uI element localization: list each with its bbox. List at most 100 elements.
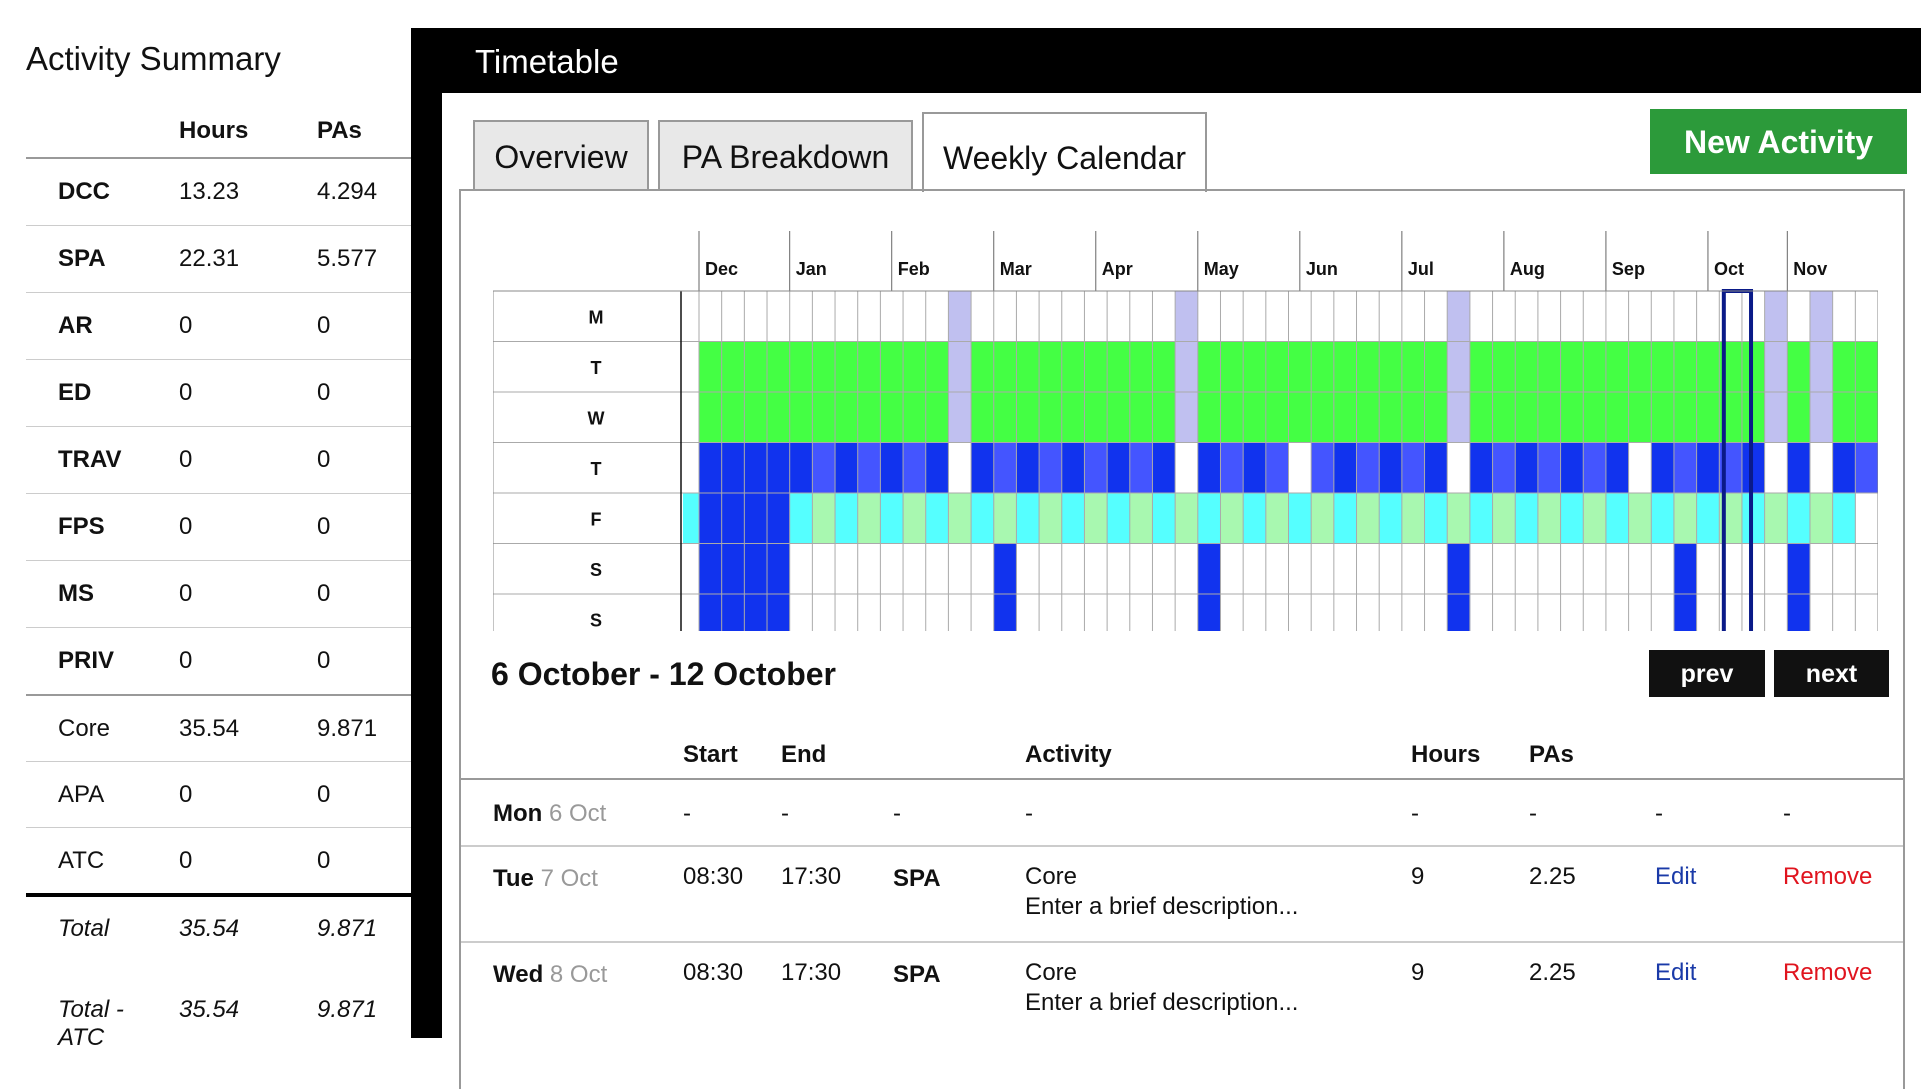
calendar-day-cell xyxy=(1220,341,1244,392)
summary-row: MS 0 0 xyxy=(26,560,414,628)
calendar-day-cell xyxy=(1515,493,1539,544)
calendar-day-cell xyxy=(993,493,1017,544)
calendar-day-cell xyxy=(1265,392,1289,443)
calendar-day-cell xyxy=(1265,442,1289,493)
calendar-day-cell xyxy=(1469,442,1493,493)
calendar-day-cell xyxy=(1401,341,1425,392)
start-column-header: Start xyxy=(683,741,738,768)
basic-code: Core xyxy=(26,694,178,762)
calendar-day-cell xyxy=(1197,392,1221,443)
edit-event-link[interactable]: Edit xyxy=(1655,959,1697,986)
calendar-day-cell xyxy=(993,543,1017,594)
prev-week-button[interactable]: prev xyxy=(1649,650,1765,697)
calendar-day-cell xyxy=(744,594,768,631)
event-end: - xyxy=(781,800,789,827)
day-row-label: T xyxy=(591,358,602,378)
calendar-day-cell xyxy=(1424,493,1448,544)
calendar-day-cell xyxy=(1197,543,1221,594)
calendar-day-cell xyxy=(1764,392,1788,443)
calendar-day-cell xyxy=(699,543,722,594)
calendar-day-cell xyxy=(1469,392,1493,443)
event-start: - xyxy=(683,800,691,827)
calendar-day-cell xyxy=(721,543,745,594)
calendar-day-cell xyxy=(925,442,949,493)
calendar-day-cell xyxy=(925,341,949,392)
calendar-day-cell xyxy=(744,341,768,392)
total-pas: 9.871 xyxy=(317,996,378,1023)
activity-pas: 0 xyxy=(316,359,414,427)
timetable-body: Overview PA Breakdown Weekly Calendar Ne… xyxy=(442,93,1921,1089)
calendar-day-cell xyxy=(1787,341,1811,392)
calendar-day-cell xyxy=(812,442,836,493)
event-activity: Core xyxy=(1025,863,1078,890)
activity-hours: 0 xyxy=(178,493,316,561)
calendar-day-cell xyxy=(1628,341,1652,392)
remove-event-link[interactable]: Remove xyxy=(1783,863,1873,890)
event-hours: 9 xyxy=(1411,863,1425,890)
basic-pas: 0 xyxy=(316,761,414,828)
basic-code: APA xyxy=(26,761,178,828)
summary-row: FPS 0 0 xyxy=(26,493,414,561)
calendar-day-cell xyxy=(1220,392,1244,443)
calendar-day-cell xyxy=(971,493,995,544)
month-label: Apr xyxy=(1102,259,1133,279)
calendar-day-cell xyxy=(1356,341,1380,392)
calendar-day-cell xyxy=(1560,493,1584,544)
calendar-day-cell xyxy=(1311,442,1335,493)
event-end: 17:30 xyxy=(781,863,842,890)
calendar-day-cell xyxy=(1696,341,1720,392)
calendar-day-cell xyxy=(1016,341,1040,392)
activity-hours: 0 xyxy=(178,292,316,360)
summary-row: ED 0 0 xyxy=(26,359,414,427)
summary-total-row: Total - ATC 35.54 9.871 xyxy=(26,978,414,1059)
calendar-day-cell xyxy=(1583,341,1607,392)
calendar-day-cell xyxy=(1129,493,1153,544)
next-week-button[interactable]: next xyxy=(1774,650,1889,697)
activity-code: AR xyxy=(26,292,178,360)
hours-column-header: Hours xyxy=(178,105,316,159)
calendar-day-cell xyxy=(767,594,790,631)
day-row-label: W xyxy=(588,408,605,428)
calendar-day-cell xyxy=(1741,341,1765,392)
tab-overview[interactable]: Overview xyxy=(473,120,649,190)
total-label: Total - ATC xyxy=(58,996,124,1051)
calendar-day-cell xyxy=(1107,442,1131,493)
calendar-day-cell xyxy=(1787,543,1811,594)
remove-event-link[interactable]: Remove xyxy=(1783,959,1873,986)
calendar-day-cell xyxy=(835,341,859,392)
calendar-day-cell xyxy=(1469,341,1493,392)
summary-row: TRAV 0 0 xyxy=(26,426,414,494)
calendar-day-cell xyxy=(789,442,813,493)
activity-column-header: Activity xyxy=(1025,741,1112,768)
activity-hours: 13.23 xyxy=(178,158,316,226)
year-calendar-grid[interactable]: M T W T F S S Dec Jan Feb Mar Apr May Jun Jul Aug Sep Oct… xyxy=(493,231,1878,631)
calendar-day-cell xyxy=(1764,493,1788,544)
new-activity-button[interactable]: New Activity xyxy=(1650,109,1907,174)
activity-code: FPS xyxy=(26,493,178,561)
end-column-header: End xyxy=(781,741,827,768)
calendar-day-cell xyxy=(1469,493,1493,544)
calendar-day-cell xyxy=(1447,291,1471,342)
total-label: Total xyxy=(26,893,178,978)
month-label: Jul xyxy=(1408,259,1434,279)
edit-event-link[interactable]: Edit xyxy=(1655,863,1697,890)
calendar-day-cell xyxy=(1447,543,1471,594)
event-edit-placeholder: - xyxy=(1655,800,1663,827)
calendar-day-cell xyxy=(1061,341,1085,392)
calendar-day-cell xyxy=(1673,493,1697,544)
calendar-day-cell xyxy=(1197,493,1221,544)
calendar-day-cell xyxy=(1243,341,1267,392)
calendar-day-cell xyxy=(903,493,927,544)
month-label: Feb xyxy=(898,259,930,279)
calendar-day-cell xyxy=(1288,392,1312,443)
calendar-day-cell xyxy=(812,341,836,392)
tab-weekly-calendar[interactable]: Weekly Calendar xyxy=(922,112,1207,192)
calendar-day-cell xyxy=(1039,392,1063,443)
calendar-day-cell xyxy=(767,493,790,544)
calendar-day-cell xyxy=(1061,392,1085,443)
calendar-day-cell xyxy=(1741,442,1765,493)
calendar-day-cell xyxy=(1651,341,1675,392)
activity-hours: 0 xyxy=(178,560,316,628)
tab-pa-breakdown[interactable]: PA Breakdown xyxy=(658,120,913,190)
calendar-day-cell xyxy=(948,493,972,544)
